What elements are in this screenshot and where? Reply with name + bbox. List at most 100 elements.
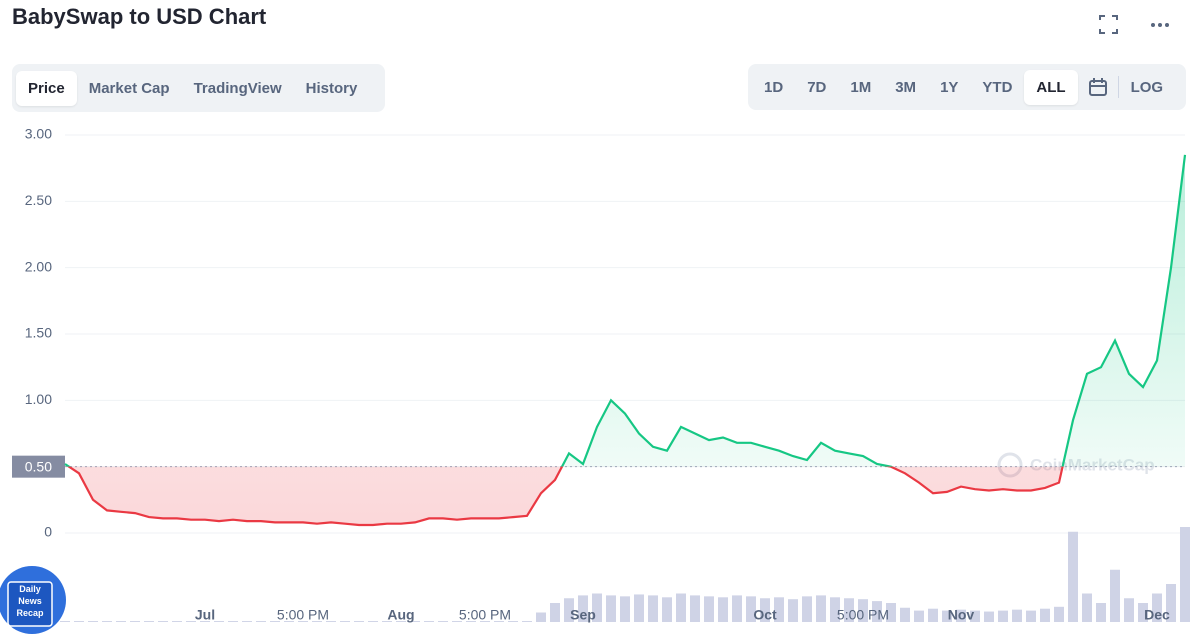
range-button[interactable]: 7D bbox=[807, 78, 827, 96]
volume-bar bbox=[1082, 593, 1092, 622]
volume-bar bbox=[480, 621, 490, 622]
volume-bar bbox=[424, 621, 434, 622]
volume-bar bbox=[508, 621, 518, 622]
volume-bar bbox=[704, 596, 714, 622]
area-up bbox=[65, 154, 1185, 467]
range-button[interactable]: ALL bbox=[1024, 69, 1078, 105]
calendar-button[interactable] bbox=[1078, 76, 1119, 98]
volume-bar bbox=[662, 597, 672, 622]
volume-bar bbox=[858, 599, 868, 622]
badge-text: Daily bbox=[19, 584, 41, 594]
volume-bar bbox=[340, 621, 350, 622]
volume-bar bbox=[802, 596, 812, 622]
volume-bar bbox=[242, 621, 252, 622]
x-tick-label: 5:00 PM bbox=[459, 607, 511, 623]
tab[interactable]: Price bbox=[16, 70, 77, 106]
tab[interactable]: Market Cap bbox=[88, 79, 170, 97]
y-tick-label: 2.00 bbox=[25, 258, 52, 274]
volume-bar bbox=[914, 610, 924, 622]
volume-bar bbox=[942, 610, 952, 622]
area-down bbox=[65, 466, 1185, 525]
volume-bar bbox=[1166, 584, 1176, 622]
volume-bar bbox=[886, 603, 896, 622]
log-button[interactable]: LOG bbox=[1130, 78, 1164, 96]
volume-bar bbox=[144, 621, 154, 622]
volume-bar bbox=[956, 609, 966, 622]
volume-bar bbox=[60, 621, 70, 622]
volume-bar bbox=[620, 596, 630, 622]
volume-bar bbox=[256, 621, 266, 622]
volume-bar bbox=[326, 621, 336, 622]
volume-bar bbox=[984, 611, 994, 622]
volume-bar bbox=[1012, 609, 1022, 622]
tab[interactable]: History bbox=[305, 79, 358, 97]
tab-group: Price Market Cap TradingView History bbox=[12, 64, 385, 112]
volume-bar bbox=[410, 621, 420, 622]
x-tick-label: 5:00 PM bbox=[837, 607, 889, 623]
volume-bar bbox=[634, 594, 644, 622]
volume-bar bbox=[1180, 527, 1190, 622]
volume-bar bbox=[522, 621, 532, 622]
volume-bar bbox=[1138, 603, 1148, 622]
x-tick-label: Sep bbox=[570, 607, 596, 623]
volume-bar bbox=[830, 597, 840, 622]
volume-bar bbox=[368, 621, 378, 622]
volume-bar bbox=[382, 621, 392, 622]
volume-bar bbox=[676, 593, 686, 622]
range-group: 1D 7D 1M 3M 1Y YTD ALL LOG bbox=[748, 64, 1186, 110]
volume-bar bbox=[550, 603, 560, 622]
x-tick-label: Oct bbox=[753, 607, 777, 623]
volume-bar bbox=[1152, 593, 1162, 622]
range-button[interactable]: 3M bbox=[895, 78, 917, 96]
volume-bar bbox=[284, 621, 294, 622]
volume-bar bbox=[214, 621, 224, 622]
y-tick-label: 1.50 bbox=[25, 325, 52, 341]
volume-bar bbox=[1054, 606, 1064, 622]
range-button[interactable]: YTD bbox=[982, 78, 1013, 96]
volume-bar bbox=[102, 621, 112, 622]
chart-title: BabySwap to USD Chart bbox=[12, 4, 267, 29]
volume-bar bbox=[158, 621, 168, 622]
volume-bar bbox=[452, 621, 462, 622]
volume-bar bbox=[872, 601, 882, 622]
x-tick-label: Aug bbox=[387, 607, 414, 623]
volume-bar bbox=[732, 595, 742, 622]
x-tick-label: Dec bbox=[1144, 607, 1170, 623]
volume-bar bbox=[298, 621, 308, 622]
news-badge[interactable]: Daily News Recap bbox=[0, 560, 80, 640]
range-button[interactable]: 1D bbox=[764, 78, 784, 96]
tab[interactable]: TradingView bbox=[193, 79, 282, 97]
volume-bar bbox=[1040, 608, 1050, 622]
volume-bar bbox=[130, 621, 140, 622]
volume-bar bbox=[438, 621, 448, 622]
badge-text: Recap bbox=[16, 608, 44, 618]
badge-text: News bbox=[18, 596, 42, 606]
volume-bar bbox=[928, 608, 938, 622]
volume-bar bbox=[1096, 603, 1106, 622]
x-tick-label: Nov bbox=[948, 607, 975, 623]
price-line-down bbox=[67, 466, 1064, 527]
volume-bar bbox=[116, 621, 126, 622]
y-tick-label: 0.50 bbox=[25, 458, 52, 474]
volume-bar bbox=[844, 598, 854, 622]
volume-bar bbox=[1026, 610, 1036, 622]
range-button[interactable]: 1Y bbox=[940, 78, 959, 96]
y-tick-label: 3.00 bbox=[25, 126, 52, 142]
volume-bar bbox=[200, 621, 210, 622]
volume-bar bbox=[606, 595, 616, 622]
volume-bar bbox=[494, 621, 504, 622]
volume-bar bbox=[396, 621, 406, 622]
volume-bar bbox=[186, 621, 196, 622]
volume-bar bbox=[774, 597, 784, 622]
volume-bar bbox=[312, 621, 322, 622]
volume-bar bbox=[900, 607, 910, 622]
range-button[interactable]: 1M bbox=[850, 78, 872, 96]
calendar-icon bbox=[1088, 78, 1107, 96]
volume-bar bbox=[564, 598, 574, 622]
volume-bar bbox=[718, 597, 728, 622]
volume-bar bbox=[816, 595, 826, 622]
volume-bar bbox=[228, 621, 238, 622]
volume-bar bbox=[88, 621, 98, 622]
